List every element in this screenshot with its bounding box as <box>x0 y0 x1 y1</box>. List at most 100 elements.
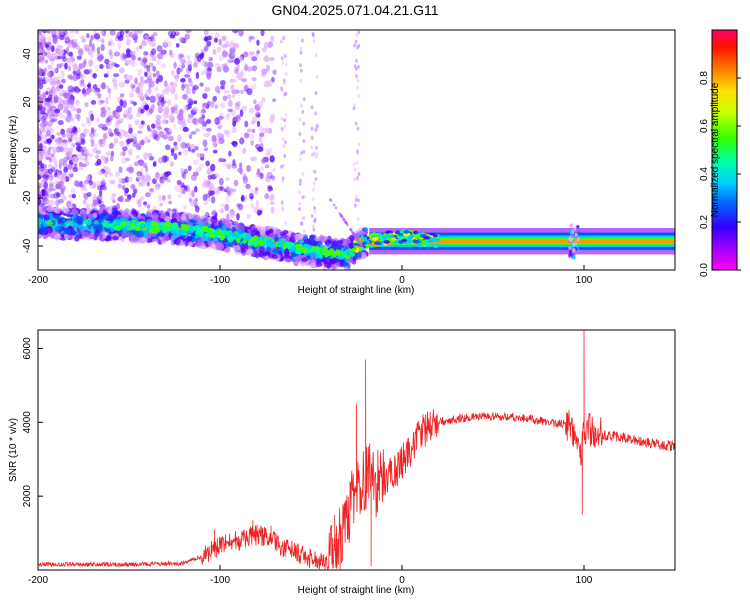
spectrogram-cell <box>54 233 61 239</box>
spectrogram-cell <box>303 216 306 221</box>
spectrogram-cell <box>92 212 98 219</box>
spectrogram-cell <box>41 203 46 208</box>
spectrogram-cell <box>228 99 233 108</box>
spectrogram-cell <box>186 97 192 102</box>
spectrogram-cell <box>90 34 94 41</box>
spectrogram-cell <box>255 199 259 208</box>
spectrogram-cell <box>45 129 52 137</box>
spectrogram-cell <box>313 217 317 222</box>
spectrogram-cell <box>145 165 149 173</box>
spectrogram-cell <box>163 107 170 115</box>
spectrogram-cell <box>118 67 125 74</box>
spectrogram-cell <box>174 76 180 82</box>
spectrogram-cell <box>125 33 132 39</box>
spectrogram-cell <box>312 181 316 186</box>
spectrogram-cell <box>356 126 360 131</box>
spectrogram-cell <box>92 199 98 207</box>
spectrogram-cell <box>225 186 230 194</box>
spectrogram-cell <box>312 39 316 44</box>
spectrogram-cell <box>79 74 87 80</box>
spectrogram-cell <box>280 56 284 61</box>
spectrogram-cell <box>231 78 237 83</box>
spectrogram-cell <box>38 136 42 141</box>
spectrogram-cell <box>140 41 148 47</box>
spectrogram-cell <box>121 157 127 165</box>
spectrogram-cell <box>174 237 181 246</box>
spectrogram-cell <box>155 70 160 78</box>
spectrogram-cell <box>236 213 240 221</box>
spectrogram-cell <box>244 120 249 128</box>
spectrogram-cell <box>332 203 336 207</box>
spectrogram-cell <box>102 165 109 170</box>
spectrogram-cell <box>283 92 287 97</box>
spectrogram-cell <box>118 81 126 88</box>
spectrogram-cell <box>71 57 75 62</box>
spectrogram-cell <box>128 92 134 98</box>
spectrogram-cell <box>108 223 114 228</box>
spectrogram-cell <box>40 179 45 184</box>
spectrogram-cell <box>362 241 368 245</box>
spectrogram-cell <box>60 174 65 181</box>
spectrogram-cell <box>77 48 84 56</box>
spectrogram-cell <box>208 190 215 197</box>
spectrogram-cell <box>144 172 149 179</box>
spectrogram-cell <box>107 87 112 94</box>
spectrogram-cell <box>211 142 216 147</box>
spectrogram-cell <box>38 89 41 96</box>
spectrogram-cell <box>87 83 91 88</box>
spectrogram-cell <box>239 137 245 145</box>
spectrogram-cell <box>187 103 192 110</box>
spectrogram-cell <box>272 98 276 102</box>
spectrogram-cell <box>214 187 220 194</box>
spectrogram-cell <box>198 163 204 170</box>
spectrogram-cell <box>152 222 158 227</box>
spectrogram-cell <box>109 51 114 60</box>
spectrogram-cell <box>124 187 130 194</box>
spectrogram-cell <box>182 126 189 133</box>
spectrogram-cell <box>221 35 227 42</box>
spectrogram-cell <box>169 49 173 56</box>
spectrogram-cell <box>423 235 431 240</box>
spectrogram-cell <box>340 214 344 218</box>
spectrogram-cell <box>38 182 42 189</box>
spectrogram-cell <box>46 199 51 207</box>
spectrogram-cell <box>73 163 78 170</box>
spectrogram-cell <box>205 118 212 125</box>
spectrogram-cell <box>337 239 344 245</box>
spectrogram-cell <box>50 61 55 66</box>
spectrogram-cell <box>38 171 46 176</box>
spectrogram-cell <box>96 117 100 124</box>
spectrogram-cell <box>46 30 51 34</box>
spectrogram-cell <box>77 182 84 187</box>
spectrogram-cell <box>195 205 200 213</box>
spectrogram-cell <box>302 139 306 144</box>
spectrogram-cell <box>355 194 358 199</box>
spectrogram-cell <box>170 106 176 113</box>
spectrogram-cell <box>242 147 247 154</box>
spectrogram-cell <box>314 91 318 96</box>
spectrogram-cell <box>251 128 256 133</box>
spectrogram-cell <box>315 261 323 268</box>
spectrogram-cell <box>206 40 212 47</box>
spectrogram-cell <box>312 169 316 174</box>
spectrogram-cell <box>137 57 142 61</box>
spectrogram-cell <box>113 127 120 134</box>
spectrogram-cell <box>182 93 188 100</box>
spectrogram-cell <box>78 165 84 171</box>
spectrogram-cell <box>356 78 360 83</box>
spectrogram-cell <box>56 63 62 69</box>
spectrogram-cell <box>74 130 78 135</box>
spectrogram-cell <box>140 120 145 125</box>
spectrogram-cell <box>169 86 176 94</box>
spectrogram-cell <box>107 41 112 47</box>
spectrogram-cell <box>119 129 126 133</box>
spectrogram-cell <box>65 57 72 63</box>
spectrogram-cell <box>90 100 97 105</box>
spectrogram-cell <box>107 60 114 69</box>
spectrogram-cell <box>67 164 73 170</box>
spectrogram-cell <box>82 192 86 198</box>
spectrogram-cell <box>149 37 156 43</box>
spectrogram-cell <box>576 237 580 242</box>
spectrogram-cell <box>159 202 163 207</box>
spectrogram-cell <box>68 138 73 142</box>
